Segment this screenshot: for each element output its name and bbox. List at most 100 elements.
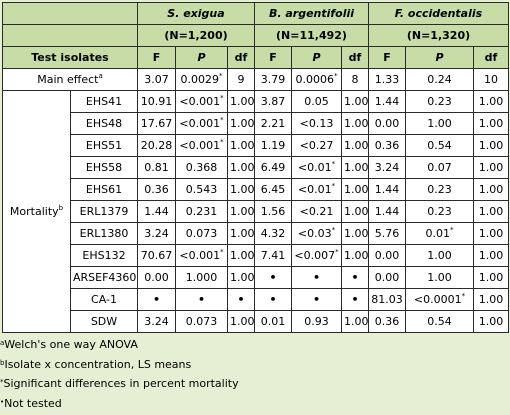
table-cell: 3.24	[368, 156, 406, 179]
table-cell: 0.54	[405, 310, 474, 333]
table-cell: 0.54	[405, 134, 474, 157]
table-cell: 1.00	[405, 244, 474, 267]
stat-header-f: F	[368, 46, 406, 69]
table-cell: 1.00	[472, 90, 510, 113]
table-cell: 10	[472, 68, 510, 91]
sample-size-s-exigua: (N=1,200)	[137, 24, 255, 47]
species-header-f-occidentalis: F. occidentalis	[367, 2, 510, 25]
table-cell: 0.05	[291, 90, 342, 113]
table-cell: 1.00	[472, 200, 510, 223]
stat-header-df: df	[341, 46, 369, 69]
anova-table: S. exigua B. argentifolii F. occidentali…	[2, 2, 510, 333]
table-cell: •	[341, 288, 369, 311]
table-cell: 0.073	[175, 310, 228, 333]
table-cell: 0.00	[137, 266, 176, 289]
table-cell: 4.32	[254, 222, 292, 245]
table-row: ERL1379 1.44 0.231 1.00 1.56 <0.21 1.00 1.44 0.2…	[3, 200, 510, 223]
table-cell: •	[175, 288, 228, 311]
table-cell: 0.231	[175, 200, 228, 223]
table-cell: 1.00	[405, 112, 474, 135]
table-cell: 1.00	[227, 200, 255, 223]
footnotes: aWelch's one way ANOVA bIsolate x concent…	[0, 335, 510, 413]
table-cell: 7.41	[254, 244, 292, 267]
table-row: CA-1 • • • • • • 81.03 <0.0001* 1.00	[3, 288, 510, 311]
table-cell: 0.00	[368, 266, 406, 289]
table-row: EHS132 70.67 <0.001* 1.00 7.41 <0.007* 1.00 0.0…	[3, 244, 510, 267]
table-cell: <0.13	[291, 112, 342, 135]
table-cell: 1.00	[472, 222, 510, 245]
stat-header-f: F	[137, 46, 176, 69]
table-cell: <0.007*	[291, 244, 342, 267]
isolate-name: EHS48	[70, 112, 138, 135]
table-cell: 0.00	[368, 244, 406, 267]
table-cell: 1.33	[368, 68, 406, 91]
table-cell: 1.00	[472, 266, 510, 289]
table-row: EHS51 20.28 <0.001* 1.00 1.19 <0.27 1.00 0.36 0.…	[3, 134, 510, 157]
table-row: ERL1380 3.24 0.073 1.00 4.32 <0.03* 1.00 5.76 0.…	[3, 222, 510, 245]
table-cell: 0.073	[175, 222, 228, 245]
table-row: EHS48 17.67 <0.001* 1.00 2.21 <0.13 1.00 0.00 1.…	[3, 112, 510, 135]
table-cell: 0.93	[291, 310, 342, 333]
table-cell: <0.03*	[291, 222, 342, 245]
table-cell: 0.0006*	[291, 68, 342, 91]
table-row: Mortalityb EHS41 10.91 <0.001* 1.00 3.87 0.05 1…	[2, 90, 510, 333]
table-cell: 0.0029*	[175, 68, 228, 91]
table-cell: 2.21	[254, 112, 292, 135]
sample-size-b-argentifolii: (N=11,492)	[254, 24, 369, 47]
table-cell: 20.28	[137, 134, 176, 157]
table-cell: 1.44	[368, 200, 406, 223]
test-isolates-header: Test isolates	[2, 46, 138, 69]
header-blank-cell	[2, 2, 138, 25]
table-cell: •	[254, 288, 292, 311]
table-cell: 1.00	[472, 244, 510, 267]
table-cell: •	[291, 288, 342, 311]
table-cell: 0.24	[405, 68, 474, 91]
footnote: aWelch's one way ANOVA	[0, 338, 138, 351]
table-cell: <0.0001*	[405, 288, 474, 311]
table-cell: •	[254, 266, 292, 289]
table-cell: 81.03	[368, 288, 406, 311]
table-cell: 0.23	[405, 90, 474, 113]
table-cell: 1.000	[175, 266, 228, 289]
sample-size-f-occidentalis: (N=1,320)	[367, 24, 510, 47]
table-body: Main effecta 3.07 0.0029* 9 3.79 0.0006*…	[2, 68, 510, 333]
table-cell: 1.00	[341, 200, 369, 223]
table-cell: 70.67	[137, 244, 176, 267]
table-cell: 0.543	[175, 178, 228, 201]
table-cell: 1.00	[341, 244, 369, 267]
table-row: ARSEF4360 0.00 1.000 1.00 • • • 0.00 1.00 1.00	[3, 266, 510, 289]
footnote: •Not tested	[0, 396, 62, 410]
table-row: EHS58 0.81 0.368 1.00 6.49 <0.01* 1.00 3.24 0.07…	[3, 156, 510, 179]
table-cell: 0.368	[175, 156, 228, 179]
table-cell: 1.00	[227, 310, 255, 333]
table-cell: <0.01*	[291, 156, 342, 179]
table-cell: 1.00	[227, 134, 255, 157]
table-cell: 1.00	[472, 178, 510, 201]
table-cell: 1.00	[472, 112, 510, 135]
main-effect-row: Main effecta 3.07 0.0029* 9 3.79 0.0006*…	[2, 68, 510, 91]
table-cell: 3.24	[137, 222, 176, 245]
isolate-name: EHS61	[70, 178, 138, 201]
isolate-name: EHS132	[70, 244, 138, 267]
table-row: SDW 3.24 0.073 1.00 0.01 0.93 1.00 0.36 0.54 1.00	[3, 310, 510, 333]
table-row: EHS61 0.36 0.543 1.00 6.45 <0.01* 1.00 1.44 0.23…	[3, 178, 510, 201]
table-cell: •	[291, 266, 342, 289]
isolate-name: SDW	[70, 310, 138, 333]
table-cell: <0.001*	[175, 112, 228, 135]
table-cell: 1.00	[405, 266, 474, 289]
table-cell: 1.19	[254, 134, 292, 157]
table-cell: 17.67	[137, 112, 176, 135]
table-cell: 1.00	[341, 178, 369, 201]
stat-header-row: Test isolates F P df F P df F P df	[2, 46, 510, 69]
table-cell: •	[341, 266, 369, 289]
table-cell: 3.79	[254, 68, 292, 91]
table-cell: 1.00	[227, 244, 255, 267]
table-cell: 3.87	[254, 90, 292, 113]
table-cell: 1.00	[341, 112, 369, 135]
stat-header-df: df	[227, 46, 255, 69]
mortality-group-label: Mortalityb	[2, 90, 71, 333]
footnote: *Significant differences in percent mort…	[0, 377, 239, 390]
footnote: bIsolate x concentration, LS means	[0, 357, 192, 371]
stat-header-p: P	[291, 46, 342, 69]
table-cell: 0.00	[368, 112, 406, 135]
